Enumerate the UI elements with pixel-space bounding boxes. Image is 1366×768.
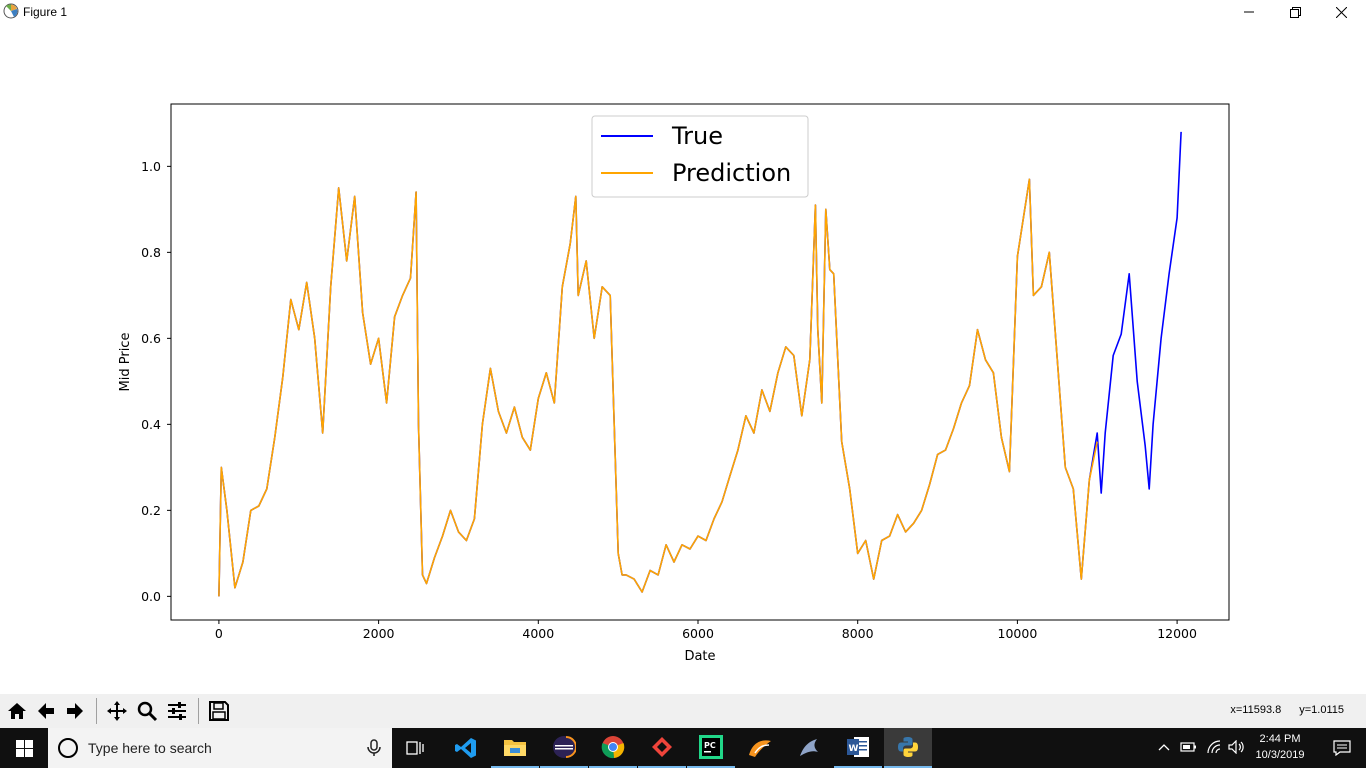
minimize-icon	[1244, 11, 1254, 13]
cortana-icon	[58, 738, 78, 758]
y-tick-label: 0.4	[141, 417, 161, 432]
y-axis-label: Mid Price	[118, 333, 133, 392]
task-view-icon	[406, 741, 424, 755]
title-bar: Figure 1	[0, 0, 1366, 24]
forward-button[interactable]	[61, 697, 89, 725]
y-tick-label: 1.0	[141, 159, 161, 174]
forward-arrow-icon	[67, 703, 83, 719]
mysql-workbench-button[interactable]	[785, 728, 833, 768]
cursor-coordinates: x=11593.8 y=1.0115	[1212, 704, 1344, 716]
y-tick-label: 0.8	[141, 245, 161, 260]
file-explorer-button[interactable]	[491, 728, 539, 768]
chrome-button[interactable]	[589, 728, 637, 768]
search-placeholder: Type here to search	[88, 740, 212, 756]
home-button[interactable]	[3, 697, 31, 725]
configure-subplots-icon	[168, 702, 186, 720]
x-tick-label: 2000	[363, 626, 395, 641]
restore-button[interactable]	[1272, 0, 1318, 24]
legend-label-prediction: Prediction	[672, 159, 791, 187]
x-tick-label: 4000	[522, 626, 554, 641]
matplotlib-icon	[3, 3, 19, 19]
pan-icon	[107, 701, 127, 721]
clock-time: 2:44 PM	[1259, 733, 1301, 745]
zoom-icon	[137, 701, 158, 722]
action-center-button[interactable]	[1318, 728, 1366, 768]
microphone-icon[interactable]	[364, 738, 384, 758]
system-tray	[1150, 728, 1366, 768]
word-icon: W	[847, 737, 869, 757]
svg-text:PC: PC	[704, 741, 716, 750]
x-axis-label: Date	[684, 649, 715, 664]
toolbar-separator	[96, 698, 97, 724]
taskbar: Type here to search PC W 2:44 PM 10/	[0, 728, 1366, 768]
back-button[interactable]	[32, 697, 60, 725]
vscode-icon	[455, 738, 476, 758]
eclipse-button[interactable]	[540, 728, 588, 768]
taskbar-clock[interactable]: 2:44 PM 10/3/2019	[1248, 731, 1312, 763]
window-title: Figure 1	[23, 5, 68, 19]
x-tick-label: 0	[215, 626, 223, 641]
x-tick-label: 12000	[1157, 626, 1197, 641]
series-line-prediction	[218, 178, 1098, 597]
taskbar-search-box[interactable]: Type here to search	[48, 728, 392, 768]
svg-text:W: W	[849, 744, 859, 754]
filezilla-icon	[749, 740, 771, 757]
chevron-up-icon[interactable]	[1158, 742, 1170, 752]
x-tick-label: 6000	[682, 626, 714, 641]
wifi-icon[interactable]	[1206, 739, 1222, 755]
minimize-button[interactable]	[1226, 0, 1272, 24]
coord-x: x=11593.8	[1230, 704, 1282, 716]
volume-icon[interactable]	[1228, 740, 1246, 754]
toolbar-separator	[198, 698, 199, 724]
python-button[interactable]	[884, 728, 932, 768]
notification-icon	[1333, 740, 1351, 756]
pan-button[interactable]	[103, 697, 131, 725]
vscode-button[interactable]	[442, 728, 490, 768]
save-button[interactable]	[205, 697, 233, 725]
file-explorer-icon	[504, 740, 526, 756]
save-icon	[209, 701, 229, 721]
pycharm-button[interactable]: PC	[687, 728, 735, 768]
clock-date: 10/3/2019	[1255, 749, 1305, 761]
pycharm-icon: PC	[699, 735, 723, 759]
chrome-icon	[601, 736, 625, 759]
close-button[interactable]	[1318, 0, 1364, 24]
y-tick-label: 0.6	[141, 331, 161, 346]
y-tick-label: 0.0	[141, 589, 161, 604]
mysql-workbench-icon	[800, 739, 818, 756]
task-view-button[interactable]	[392, 728, 440, 768]
navigation-toolbar: x=11593.8 y=1.0115	[0, 694, 1366, 728]
axes-frame	[170, 103, 1230, 621]
battery-icon[interactable]	[1180, 740, 1198, 754]
line-chart: 0 2000 4000 6000 8000 10000 12000 0.0 0.2 0.4 0.6 0…	[118, 103, 1230, 664]
anydesk-icon	[652, 737, 672, 757]
configure-subplots-button[interactable]	[163, 697, 191, 725]
restore-icon	[1289, 6, 1301, 18]
x-tick-label: 10000	[998, 626, 1038, 641]
python-icon	[898, 737, 918, 757]
home-icon	[8, 703, 26, 719]
anydesk-button[interactable]	[638, 728, 686, 768]
filezilla-button[interactable]	[736, 728, 784, 768]
zoom-button[interactable]	[133, 697, 161, 725]
coord-y: y=1.0115	[1299, 704, 1344, 716]
back-arrow-icon	[38, 703, 54, 719]
figure-canvas[interactable]: 0 2000 4000 6000 8000 10000 12000 0.0 0.2 0.4 0.6 0…	[0, 24, 1366, 694]
close-icon	[1335, 6, 1347, 18]
y-tick-label: 0.2	[141, 503, 161, 518]
eclipse-icon	[553, 736, 576, 758]
start-button[interactable]	[0, 728, 48, 768]
windows-logo-icon	[15, 739, 33, 757]
legend-label-true: True	[671, 122, 723, 150]
x-tick-label: 8000	[842, 626, 874, 641]
word-button[interactable]: W	[834, 728, 882, 768]
